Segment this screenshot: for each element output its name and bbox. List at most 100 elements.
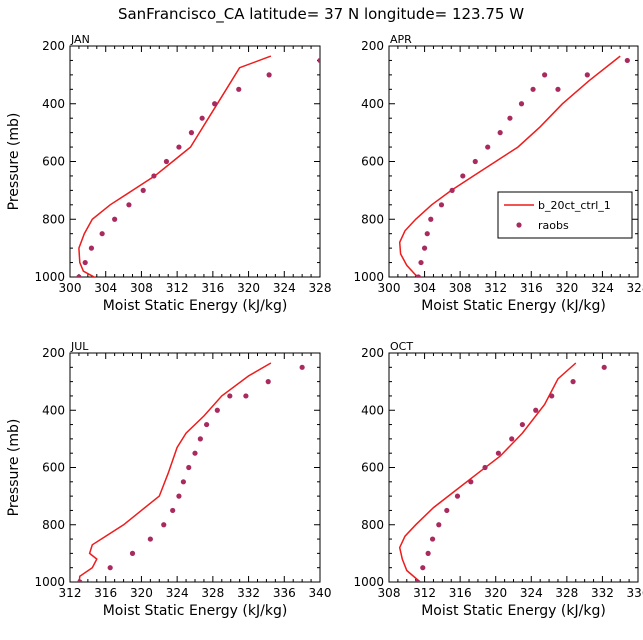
- x-tick-label: 300: [378, 281, 401, 295]
- raobs-point: [584, 72, 590, 78]
- raobs-point: [197, 436, 203, 442]
- raobs-point: [570, 379, 576, 385]
- y-axis-label: Pressure (mb): [6, 419, 22, 517]
- panel-label-jan: JAN: [70, 33, 90, 46]
- panels-group: 300 304 308 312 316 320 324 328 200 400 600 800 1000…: [6, 33, 643, 619]
- legend-dot-swatch: [516, 222, 522, 228]
- raobs-point: [227, 393, 233, 399]
- x-axis-label: Moist Static Energy (kJ/kg): [103, 603, 288, 619]
- raobs-point: [507, 115, 513, 121]
- raobs-point: [76, 274, 82, 277]
- y-tick-label: 200: [361, 39, 384, 53]
- y-tick-label: 600: [361, 155, 384, 169]
- series-line-b_20ct_ctrl_1: [78, 362, 272, 582]
- y-tick-label: 600: [42, 461, 65, 475]
- y-axis-label: Pressure (mb): [6, 113, 22, 211]
- x-tick-label: 316: [449, 586, 472, 600]
- raobs-point: [624, 57, 630, 64]
- raobs-point: [518, 101, 525, 107]
- panel-data-jul: [77, 362, 305, 582]
- x-tick-label: 308: [449, 281, 472, 295]
- series-line-b_20ct_ctrl_1: [398, 362, 577, 582]
- raobs-point: [317, 57, 320, 64]
- raobs-point: [151, 173, 157, 179]
- x-tick-label: 324: [273, 281, 296, 295]
- series-line-b_20ct_ctrl_1: [78, 55, 272, 277]
- raobs-point: [147, 536, 153, 542]
- y-tick-label: 400: [42, 403, 65, 417]
- raobs-point: [519, 421, 525, 428]
- panel-oct: 308 312 316 320 324 328 332 336 200 400 600 800 1000…: [353, 340, 643, 619]
- panel-data-jan: [76, 55, 320, 277]
- legend-entry-model: b_20ct_ctrl_1: [538, 199, 611, 212]
- raobs-point: [485, 144, 491, 150]
- raobs-point: [140, 187, 146, 193]
- x-tick-label: 312: [413, 586, 436, 600]
- raobs-point: [542, 72, 548, 78]
- panel-frame-jul: [69, 352, 321, 583]
- x-tick-label: 316: [94, 586, 117, 600]
- y-tick-label: 600: [361, 461, 384, 475]
- raobs-point: [265, 379, 271, 385]
- raobs-point: [421, 245, 428, 251]
- y-tick-label: 1000: [353, 270, 384, 284]
- raobs-point: [454, 493, 461, 499]
- x-tick-label: 336: [273, 586, 296, 600]
- raobs-point: [188, 130, 195, 136]
- raobs-point: [415, 274, 421, 277]
- raobs-point: [186, 464, 192, 471]
- raobs-point: [495, 450, 501, 456]
- raobs-point: [533, 407, 539, 413]
- raobs-point: [243, 393, 249, 399]
- raobs-point: [129, 550, 136, 556]
- panel-apr: 300 304 308 312 316 320 324 328 200 400 600 800 1000…: [353, 33, 643, 314]
- x-axis-label: Moist Static Energy (kJ/kg): [421, 603, 606, 619]
- raobs-point: [163, 158, 170, 165]
- raobs-point: [176, 144, 182, 150]
- y-tick-label: 1000: [34, 270, 65, 284]
- panel-frame-jan: [69, 45, 321, 278]
- panel-jul: 312 316 320 324 328 332 336 340 200 400 600 800 1000…: [6, 340, 331, 619]
- y-tick-label: 200: [42, 39, 65, 53]
- raobs-point: [497, 130, 503, 136]
- raobs-point: [214, 407, 220, 413]
- raobs-point: [468, 479, 474, 485]
- raobs-point: [170, 507, 176, 514]
- y-tick-label: 800: [42, 518, 65, 532]
- x-tick-label: 336: [627, 586, 643, 600]
- x-tick-label: 316: [520, 281, 543, 295]
- raobs-point: [530, 86, 536, 92]
- raobs-point: [88, 245, 95, 251]
- panel-label-oct: OCT: [390, 340, 413, 353]
- x-tick-label: 320: [237, 281, 260, 295]
- panel-data-apr: [398, 55, 630, 277]
- x-tick-label: 332: [237, 586, 260, 600]
- x-tick-label: 312: [59, 586, 82, 600]
- raobs-point: [99, 231, 105, 237]
- raobs-point: [204, 421, 210, 428]
- x-tick-label: 320: [130, 586, 153, 600]
- y-tick-label: 800: [42, 212, 65, 226]
- raobs-point: [414, 579, 421, 582]
- x-tick-label: 316: [201, 281, 224, 295]
- x-tick-label: 304: [94, 281, 117, 295]
- y-tick-label: 400: [361, 403, 384, 417]
- raobs-point: [236, 86, 242, 92]
- y-tick-label: 800: [361, 212, 384, 226]
- raobs-point: [112, 216, 118, 222]
- raobs-point: [429, 536, 436, 542]
- x-tick-label: 328: [555, 586, 578, 600]
- x-tick-label: 328: [309, 281, 332, 295]
- raobs-point: [549, 393, 555, 399]
- raobs-point: [601, 364, 607, 370]
- raobs-point: [444, 507, 450, 514]
- raobs-point: [199, 115, 205, 121]
- panel-frame-apr: [388, 45, 639, 278]
- x-tick-label: 324: [520, 586, 543, 600]
- x-tick-label: 308: [378, 586, 401, 600]
- x-tick-label: 312: [166, 281, 189, 295]
- x-tick-label: 320: [555, 281, 578, 295]
- raobs-point: [107, 565, 113, 571]
